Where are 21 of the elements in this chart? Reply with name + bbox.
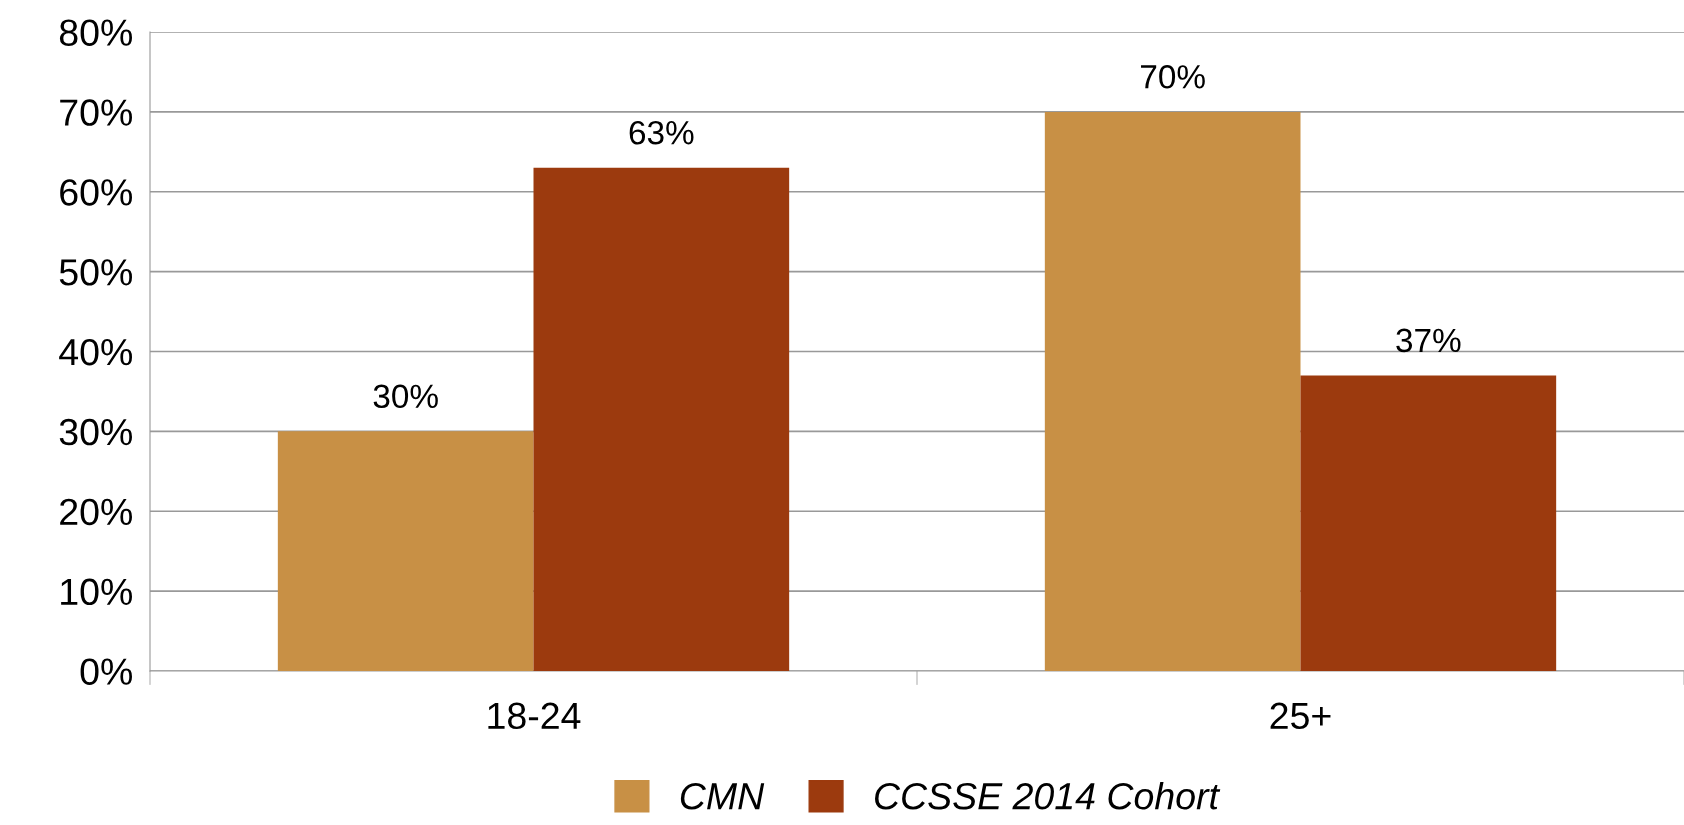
bar	[1044, 111, 1301, 671]
bar	[533, 167, 790, 671]
y-tick-label: 30%	[59, 418, 132, 446]
x-tick-label: 18-24	[488, 702, 581, 730]
y-tick-label: 0%	[80, 658, 132, 685]
y-tick-label: 40%	[59, 338, 132, 366]
y-tick-label: 20%	[60, 498, 132, 526]
x-tick-label: 25+	[1270, 702, 1331, 730]
bar	[1300, 375, 1557, 671]
legend-label: CCSSE 2014 Cohort	[875, 781, 1221, 810]
y-tick-label: 70%	[60, 99, 132, 126]
data-label: 30%	[373, 384, 438, 409]
y-tick-label: 50%	[59, 259, 132, 286]
data-label: 63%	[629, 120, 694, 145]
data-label: 37%	[1396, 328, 1461, 353]
y-tick-label: 10%	[61, 578, 132, 606]
y-tick-label: 80%	[59, 19, 132, 46]
data-label: 70%	[1141, 65, 1205, 89]
bar	[277, 431, 534, 671]
legend-label: CMN	[680, 782, 765, 810]
y-tick-label: 60%	[60, 179, 132, 206]
